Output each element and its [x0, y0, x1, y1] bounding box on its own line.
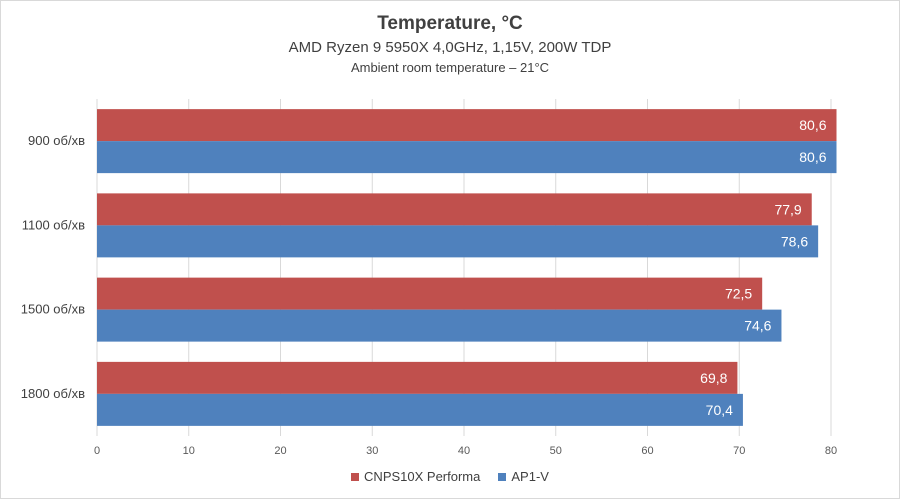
chart-legend: CNPS10X Performa AP1-V	[1, 469, 899, 484]
bar-s2-c1	[97, 141, 837, 174]
x-tick-label-70: 70	[733, 445, 745, 457]
legend-swatch-series-1	[351, 472, 360, 481]
data-label-s2-c3: 74,6	[744, 318, 771, 334]
x-tick-label-50: 50	[550, 445, 562, 457]
data-label-s1-c2: 77,9	[774, 201, 801, 217]
data-label-s1-c4: 69,8	[700, 370, 727, 386]
bar-s2-c3	[97, 309, 782, 342]
data-label-s1-c1: 80,6	[799, 117, 826, 133]
chart-title: Temperature, °C	[377, 13, 523, 34]
chart-subtitle: AMD Ryzen 9 5950X 4,0GHz, 1,15V, 200W TD…	[288, 39, 612, 56]
data-label-s2-c4: 70,4	[706, 402, 733, 418]
chart-titles: Temperature, °C AMD Ryzen 9 5950X 4,0GHz…	[1, 11, 899, 77]
chart-subtitle-ambient: Ambient room temperature – 21°C	[350, 60, 550, 75]
x-tick-label-80: 80	[825, 445, 837, 457]
bar-s2-c2	[97, 225, 819, 258]
x-tick-label-60: 60	[641, 445, 653, 457]
x-tick-label-0: 0	[94, 445, 100, 457]
x-tick-label-20: 20	[274, 445, 286, 457]
data-label-s1-c3: 72,5	[725, 286, 752, 302]
legend-label-series-2: AP1-V	[511, 469, 549, 484]
bar-s1-c1	[97, 109, 837, 142]
bar-s1-c2	[97, 193, 812, 226]
category-label-4: 1800 об/хв	[21, 386, 85, 401]
x-tick-label-40: 40	[458, 445, 470, 457]
bar-s2-c4	[97, 393, 743, 426]
category-label-2: 1100 об/хв	[22, 217, 85, 232]
x-tick-label-30: 30	[366, 445, 378, 457]
data-label-s2-c1: 80,6	[799, 149, 826, 165]
x-tick-label-10: 10	[183, 445, 195, 457]
data-label-s2-c2: 78,6	[781, 233, 808, 249]
bar-s1-c4	[97, 361, 738, 394]
category-label-3: 1500 об/хв	[21, 302, 85, 317]
bar-s1-c3	[97, 277, 763, 310]
category-label-1: 900 об/хв	[28, 133, 85, 148]
legend-item-series-1: CNPS10X Performa	[351, 469, 480, 484]
legend-item-series-2: AP1-V	[498, 469, 549, 484]
legend-swatch-series-2	[498, 472, 507, 481]
legend-label-series-1: CNPS10X Performa	[364, 469, 481, 484]
